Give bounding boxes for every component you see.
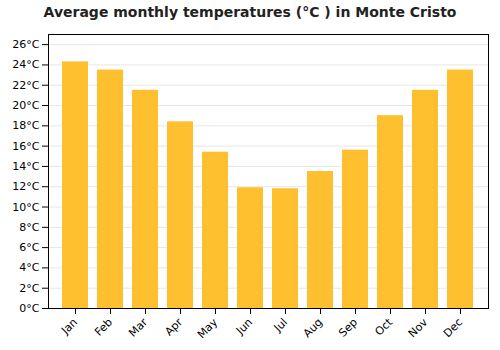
svg-text:20°C: 20°C — [12, 99, 39, 112]
svg-text:4°C: 4°C — [19, 261, 39, 274]
svg-text:Jan: Jan — [58, 316, 80, 338]
svg-text:Aug: Aug — [301, 316, 325, 340]
svg-text:6°C: 6°C — [19, 241, 39, 254]
svg-text:10°C: 10°C — [12, 201, 39, 214]
svg-text:May: May — [195, 315, 221, 341]
svg-text:Oct: Oct — [372, 315, 395, 338]
svg-text:Jun: Jun — [233, 316, 255, 338]
svg-text:0°C: 0°C — [19, 302, 39, 315]
html-text:Average monthly temperatures (: Average monthly temperatures (°C ) in Mo… — [43, 4, 457, 20]
svg-text:12°C: 12°C — [12, 180, 39, 193]
svg-text:Jul: Jul — [271, 316, 290, 335]
svg-text:8°C: 8°C — [19, 221, 39, 234]
svg-text:Feb: Feb — [92, 316, 115, 339]
svg-text:26°C: 26°C — [12, 38, 39, 51]
svg-text:22°C: 22°C — [12, 79, 39, 92]
svg-text:Nov: Nov — [406, 315, 431, 340]
svg-text:Mar: Mar — [126, 315, 150, 339]
svg-text:14°C: 14°C — [12, 160, 39, 173]
svg-text:16°C: 16°C — [12, 140, 39, 153]
svg-text:24°C: 24°C — [12, 58, 39, 71]
svg-text:Sep: Sep — [336, 316, 360, 340]
svg-text:2°C: 2°C — [19, 282, 39, 295]
svg-text:18°C: 18°C — [12, 119, 39, 132]
svg-text:Apr: Apr — [162, 315, 185, 338]
svg-text:Dec: Dec — [441, 316, 465, 340]
